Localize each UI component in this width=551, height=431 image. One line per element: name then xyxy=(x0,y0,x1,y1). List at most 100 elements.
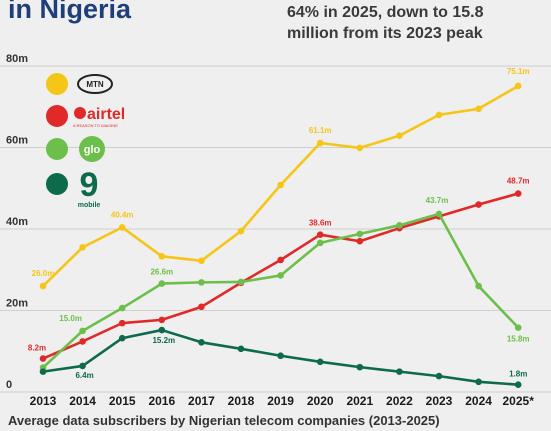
data-label-ninemobile: 6.4m xyxy=(75,371,93,380)
data-point-airtel xyxy=(79,338,86,345)
subtitle-line-1: 64% in 2025, down to 15.8 xyxy=(287,4,484,21)
page-title: in Nigeria xyxy=(8,0,132,24)
data-point-mtn xyxy=(316,139,324,147)
data-point-mtn xyxy=(356,144,364,152)
data-point-mtn xyxy=(396,132,403,139)
x-tick-label: 2022 xyxy=(386,394,413,408)
data-point-mtn xyxy=(198,257,205,265)
x-axis-ticks: 2013 2014 2015 2016 2017 2018 2019 2020 2021 2022… xyxy=(30,394,535,408)
data-point-ninemobile xyxy=(79,362,86,370)
x-tick-label: 2013 xyxy=(30,394,57,408)
data-point-ninemobile xyxy=(198,338,205,346)
glo-logo-text: glo xyxy=(84,144,101,156)
data-point-airtel xyxy=(118,319,126,327)
x-tick-label: 2019 xyxy=(267,394,294,408)
data-label-airtel: 8.2m xyxy=(28,344,46,353)
data-point-mtn xyxy=(514,82,522,90)
mtn-logo-icon xyxy=(77,74,113,94)
data-point-glo xyxy=(356,230,364,238)
y-tick-label: 20m xyxy=(6,298,28,310)
data-label-ninemobile: 1.8m xyxy=(509,370,527,379)
mtn-logo-text: MTN xyxy=(86,80,104,89)
data-label-glo: 43.7m xyxy=(426,196,449,205)
y-tick-label: 40m xyxy=(6,216,28,228)
data-point-mtn xyxy=(237,227,245,235)
legend: MTN airtel A REASON TO IMAGINE glo 9 mob… xyxy=(46,73,125,209)
x-tick-label: 2021 xyxy=(346,394,373,408)
y-tick-label: 60m xyxy=(6,135,28,147)
legend-item-9mobile: 9 mobile xyxy=(46,166,100,209)
x-tick-label: 2016 xyxy=(148,394,175,408)
data-point-glo xyxy=(277,272,284,279)
data-point-airtel xyxy=(198,303,205,311)
data-point-glo xyxy=(316,239,324,247)
data-point-airtel xyxy=(475,201,482,208)
data-label-mtn: 40.4m xyxy=(111,210,134,219)
subtitle-line-2: million from its 2023 peak xyxy=(287,25,483,42)
airtel-marker xyxy=(46,105,68,127)
data-label-glo: 15.0m xyxy=(59,314,82,323)
data-point-mtn xyxy=(435,111,443,119)
glo-marker xyxy=(46,138,68,160)
data-point-ninemobile xyxy=(514,381,522,388)
data-label-mtn: 61.1m xyxy=(309,126,332,135)
series-lines xyxy=(39,82,522,388)
x-tick-label: 2015 xyxy=(109,394,136,408)
data-point-ninemobile xyxy=(39,368,47,375)
data-point-mtn xyxy=(158,253,166,260)
data-point-ninemobile xyxy=(277,352,284,360)
data-point-ninemobile xyxy=(356,363,364,371)
data-label-mtn: 75.1m xyxy=(507,67,530,76)
data-point-glo xyxy=(198,279,205,286)
data-point-glo xyxy=(237,278,245,286)
data-point-mtn xyxy=(118,224,126,231)
x-tick-label: 2024 xyxy=(465,394,492,408)
data-label-mtn: 26.0m xyxy=(32,269,55,278)
data-label-airtel: 48.7m xyxy=(507,177,530,186)
data-point-ninemobile xyxy=(475,378,482,386)
chart-caption: Average data subscribers by Nigerian tel… xyxy=(8,413,440,428)
data-point-glo xyxy=(435,210,443,218)
data-point-glo xyxy=(475,282,482,290)
data-point-ninemobile xyxy=(237,345,245,353)
data-point-mtn xyxy=(277,181,284,189)
data-point-glo xyxy=(158,280,166,287)
data-point-ninemobile xyxy=(316,358,324,366)
data-point-mtn xyxy=(39,282,47,290)
data-point-ninemobile xyxy=(158,326,166,334)
ninemobile-logo-icon: 9 xyxy=(80,166,99,204)
legend-item-glo: glo xyxy=(46,136,105,162)
data-point-mtn xyxy=(475,105,482,113)
data-point-ninemobile xyxy=(435,372,443,380)
data-point-airtel xyxy=(356,237,364,245)
data-label-glo: 26.6m xyxy=(150,268,173,277)
x-tick-label: 2020 xyxy=(307,394,334,408)
x-tick-label: 2025* xyxy=(503,394,535,408)
legend-item-mtn: MTN xyxy=(46,73,113,95)
data-point-mtn xyxy=(79,244,86,251)
data-point-glo xyxy=(79,327,86,335)
data-point-glo xyxy=(514,324,522,331)
y-axis-ticks: 0 20m 40m 60m 80m xyxy=(6,53,28,391)
data-point-ninemobile xyxy=(118,334,126,342)
data-point-airtel xyxy=(158,316,166,324)
data-label-ninemobile: 15.2m xyxy=(152,336,175,345)
data-point-airtel xyxy=(514,190,522,197)
x-tick-label: 2014 xyxy=(69,394,96,408)
ninemobile-marker xyxy=(46,173,68,195)
airtel-tagline: A REASON TO IMAGINE xyxy=(73,123,118,128)
data-labels: 26.0m 40.4m 61.1m 75.1m 8.2m 38.6m 48.7m 15.0m 2… xyxy=(28,67,530,380)
legend-item-airtel: airtel A REASON TO IMAGINE xyxy=(46,105,125,128)
data-label-glo: 15.8m xyxy=(507,335,530,344)
mtn-marker xyxy=(46,73,68,95)
data-point-airtel xyxy=(277,256,284,264)
airtel-logo-icon xyxy=(74,107,86,119)
data-point-glo xyxy=(118,304,126,312)
airtel-logo-text: airtel xyxy=(87,106,125,123)
data-point-airtel xyxy=(39,355,47,362)
x-tick-label: 2023 xyxy=(426,394,453,408)
y-tick-label: 80m xyxy=(6,53,28,65)
ninemobile-logo-text: mobile xyxy=(78,202,101,209)
